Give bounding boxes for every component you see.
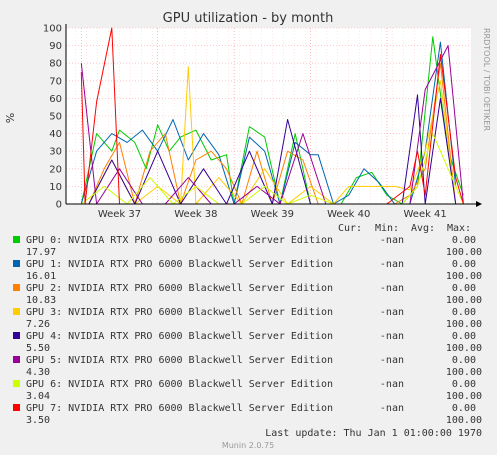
legend-series-name: GPU 3: NVIDIA RTX PRO 6000 Blackwell Ser… [26, 307, 333, 318]
legend-swatch [13, 236, 20, 243]
legend-cur-value: -nan [380, 331, 404, 342]
y-tick-label: 100 [43, 24, 62, 35]
y-tick-label: 80 [49, 59, 62, 70]
x-axis-arrow-icon [476, 201, 482, 207]
legend-cur-value: -nan [380, 235, 404, 246]
legend-max-value: 100.00 [446, 271, 482, 282]
legend-series-name: GPU 2: NVIDIA RTX PRO 6000 Blackwell Ser… [26, 283, 333, 294]
legend-max-value: 100.00 [446, 319, 482, 330]
legend-series-name: GPU 4: NVIDIA RTX PRO 6000 Blackwell Ser… [26, 331, 333, 342]
x-tick-label: Week 38 [174, 209, 217, 220]
legend-min-value: 0.00 [452, 235, 476, 246]
legend-max-value: 100.00 [446, 295, 482, 306]
series-line-gpu-4 [88, 94, 457, 205]
legend-series-name: GPU 7: NVIDIA RTX PRO 6000 Blackwell Ser… [26, 403, 333, 414]
y-tick-label: 40 [49, 129, 62, 140]
chart-title: GPU utilization - by month [163, 11, 334, 26]
series-line-gpu-0 [80, 36, 464, 205]
x-tick-label: Week 41 [403, 209, 446, 220]
rrdtool-credit: RRDTOOL / TOBI OETIKER [482, 28, 491, 131]
last-update: Last update: Thu Jan 1 01:00:00 1970 [265, 428, 482, 439]
legend-min-value: 0.00 [452, 307, 476, 318]
legend-avg-value: 5.50 [26, 343, 50, 354]
y-tick-label: 60 [49, 94, 62, 105]
legend-min-value: 0.00 [452, 259, 476, 270]
legend-header-max: Max: [447, 223, 471, 234]
legend-max-value: 100.00 [446, 367, 482, 378]
legend-swatch [13, 380, 20, 387]
y-tick-label: 10 [49, 182, 62, 193]
legend-min-value: 0.00 [452, 379, 476, 390]
legend-cur-value: -nan [380, 403, 404, 414]
legend-series-name: GPU 5: NVIDIA RTX PRO 6000 Blackwell Ser… [26, 355, 333, 366]
legend-series-name: GPU 1: NVIDIA RTX PRO 6000 Blackwell Ser… [26, 259, 333, 270]
legend-max-value: 100.00 [446, 391, 482, 402]
series-line-gpu-3 [88, 66, 457, 205]
x-tick-labels: Week 37 Week 38 Week 39 Week 40 Week 41 [98, 209, 447, 220]
y-axis-label: % [4, 113, 17, 123]
x-tick-label: Week 40 [327, 209, 370, 220]
x-tick-label: Week 37 [98, 209, 141, 220]
legend-header-avg: Avg: [411, 223, 435, 234]
legend-avg-value: 3.50 [26, 415, 50, 426]
y-tick-label: 20 [49, 164, 62, 175]
y-tick-label: 90 [49, 41, 62, 52]
legend-swatch [13, 332, 20, 339]
legend-avg-value: 3.04 [26, 391, 50, 402]
y-tick-label: 70 [49, 76, 62, 87]
legend-header-cur: Cur: [338, 223, 362, 234]
y-tick-labels: 0 10 20 30 40 50 60 70 80 90 100 [43, 24, 62, 211]
y-tick-label: 50 [49, 112, 62, 123]
x-tick-label: Week 39 [251, 209, 294, 220]
legend-max-value: 100.00 [446, 415, 482, 426]
legend-min-value: 0.00 [452, 331, 476, 342]
legend-min-value: 0.00 [452, 403, 476, 414]
legend-swatch [13, 404, 20, 411]
legend: GPU 0: NVIDIA RTX PRO 6000 Blackwell Ser… [13, 235, 482, 426]
legend-cur-value: -nan [380, 307, 404, 318]
legend-min-value: 0.00 [452, 355, 476, 366]
legend-swatch [13, 284, 20, 291]
legend-max-value: 100.00 [446, 343, 482, 354]
legend-swatch [13, 308, 20, 315]
legend-avg-value: 16.01 [26, 271, 56, 282]
legend-swatch [13, 356, 20, 363]
legend-avg-value: 10.83 [26, 295, 56, 306]
legend-swatch [13, 260, 20, 267]
legend-cur-value: -nan [380, 379, 404, 390]
legend-max-value: 100.00 [446, 247, 482, 258]
legend-series-name: GPU 6: NVIDIA RTX PRO 6000 Blackwell Ser… [26, 379, 333, 390]
legend-series-name: GPU 0: NVIDIA RTX PRO 6000 Blackwell Ser… [26, 235, 333, 246]
y-tick-label: 30 [49, 147, 62, 158]
legend-avg-value: 17.97 [26, 247, 56, 258]
legend-avg-value: 4.30 [26, 367, 50, 378]
y-tick-label: 0 [56, 200, 62, 211]
legend-avg-value: 7.26 [26, 319, 50, 330]
legend-cur-value: -nan [380, 259, 404, 270]
legend-header-min: Min: [375, 223, 399, 234]
legend-cur-value: -nan [380, 283, 404, 294]
munin-version: Munin 2.0.75 [222, 441, 274, 450]
legend-cur-value: -nan [380, 355, 404, 366]
legend-min-value: 0.00 [452, 283, 476, 294]
